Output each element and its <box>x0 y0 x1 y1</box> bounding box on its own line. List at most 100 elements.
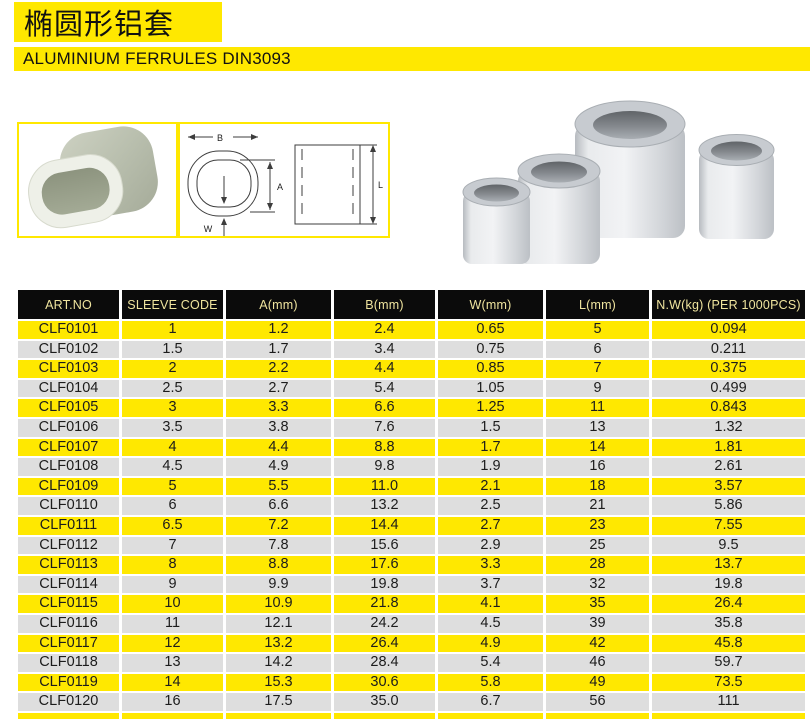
value-cell: 7.2 <box>226 516 331 535</box>
value-cell: 16 <box>122 693 223 711</box>
table-row: CLF0115 10 10.9 21.8 4.1 35 26.4 <box>18 595 805 613</box>
value-cell: 6.6 <box>226 497 331 515</box>
value-cell: 2.2 <box>226 360 331 378</box>
value-cell: 0.85 <box>438 360 543 378</box>
value-cell <box>226 712 331 719</box>
art-no-cell: CLF0107 <box>18 438 119 457</box>
value-cell: 1.7 <box>438 438 543 457</box>
value-cell: 0.75 <box>438 340 543 359</box>
ferrule-photo-illustration <box>28 126 158 229</box>
value-cell: 7 <box>546 360 649 378</box>
value-cell: 30.6 <box>334 673 435 692</box>
value-cell: 28 <box>546 556 649 574</box>
column-header: L(mm) <box>546 290 649 319</box>
value-cell: 7.55 <box>652 516 805 535</box>
ferrule-group-illustration <box>462 100 775 264</box>
dim-label-w: W <box>204 224 213 234</box>
value-cell: 2 <box>122 360 223 378</box>
value-cell: 59.7 <box>652 654 805 672</box>
value-cell: 39 <box>546 614 649 633</box>
art-no-cell: CLF0109 <box>18 477 119 496</box>
table-row: CLF0110 6 6.6 13.2 2.5 21 5.86 <box>18 497 805 515</box>
value-cell: 9 <box>122 575 223 594</box>
value-cell: 1 <box>122 321 223 339</box>
value-cell: 5.8 <box>438 673 543 692</box>
value-cell: 1.32 <box>652 418 805 437</box>
page-subtitle-bar: ALUMINIUM FERRULES DIN3093 <box>14 47 810 71</box>
table-row: CLF0113 8 8.8 17.6 3.3 28 13.7 <box>18 556 805 574</box>
value-cell: 2.5 <box>122 379 223 398</box>
art-no-cell: CLF0116 <box>18 614 119 633</box>
value-cell: 26.4 <box>334 634 435 653</box>
value-cell: 4.9 <box>226 458 331 476</box>
table-row: CLF0101 1 1.2 2.4 0.65 5 0.094 <box>18 321 805 339</box>
art-no-cell: CLF0111 <box>18 516 119 535</box>
value-cell: 11 <box>122 614 223 633</box>
value-cell: 11 <box>546 399 649 417</box>
table-row: CLF0105 3 3.3 6.6 1.25 11 0.843 <box>18 399 805 417</box>
value-cell: 8.8 <box>226 556 331 574</box>
dim-label-l: L <box>378 180 383 190</box>
value-cell: 13.7 <box>652 556 805 574</box>
art-no-cell: CLF0101 <box>18 321 119 339</box>
value-cell: 46 <box>546 654 649 672</box>
column-header: W(mm) <box>438 290 543 319</box>
value-cell: 6.5 <box>122 516 223 535</box>
value-cell: 3.3 <box>226 399 331 417</box>
value-cell: 111 <box>652 693 805 711</box>
value-cell: 3.5 <box>122 418 223 437</box>
value-cell: 13.2 <box>334 497 435 515</box>
value-cell: 12 <box>122 634 223 653</box>
column-header: N.W(kg) (PER 1000PCS) <box>652 290 805 319</box>
value-cell: 1.5 <box>438 418 543 437</box>
art-no-cell: CLF0113 <box>18 556 119 574</box>
value-cell: 5.5 <box>226 477 331 496</box>
value-cell: 2.61 <box>652 458 805 476</box>
value-cell: 35.0 <box>334 693 435 711</box>
value-cell: 73.5 <box>652 673 805 692</box>
value-cell: 15.3 <box>226 673 331 692</box>
value-cell: 6 <box>546 340 649 359</box>
value-cell: 0.211 <box>652 340 805 359</box>
table-row: CLF0111 6.5 7.2 14.4 2.7 23 7.55 <box>18 516 805 535</box>
ferrule-small <box>462 177 531 264</box>
value-cell: 14.4 <box>334 516 435 535</box>
value-cell: 15.6 <box>334 536 435 555</box>
spec-table-wrap: ART.NO SLEEVE CODE A(mm) B(mm) W(mm) L(mm) N.W… <box>15 288 808 719</box>
value-cell: 5.86 <box>652 497 805 515</box>
value-cell: 32 <box>546 575 649 594</box>
dim-label-b: B <box>217 133 223 143</box>
art-no-cell: CLF0102 <box>18 340 119 359</box>
art-no-cell: CLF0105 <box>18 399 119 417</box>
ferrule-right <box>698 134 775 239</box>
value-cell: 5.4 <box>438 654 543 672</box>
art-no-cell: CLF0112 <box>18 536 119 555</box>
value-cell: 56 <box>546 693 649 711</box>
value-cell <box>438 712 543 719</box>
value-cell: 3.4 <box>334 340 435 359</box>
value-cell: 4 <box>122 438 223 457</box>
table-row: CLF0120 16 17.5 35.0 6.7 56 111 <box>18 693 805 711</box>
value-cell: 10.9 <box>226 595 331 613</box>
value-cell: 1.81 <box>652 438 805 457</box>
value-cell: 7 <box>122 536 223 555</box>
single-ferrule-photo <box>17 122 178 238</box>
value-cell: 28.4 <box>334 654 435 672</box>
art-no-cell: CLF0108 <box>18 458 119 476</box>
dimension-drawing: B A W L <box>187 133 383 236</box>
value-cell: 2.9 <box>438 536 543 555</box>
table-row: CLF0116 11 12.1 24.2 4.5 39 35.8 <box>18 614 805 633</box>
value-cell: 13.2 <box>226 634 331 653</box>
value-cell: 0.843 <box>652 399 805 417</box>
column-header: A(mm) <box>226 290 331 319</box>
value-cell: 3.57 <box>652 477 805 496</box>
table-row: CLF0103 2 2.2 4.4 0.85 7 0.375 <box>18 360 805 378</box>
value-cell: 17.5 <box>226 693 331 711</box>
table-row: CLF0119 14 15.3 30.6 5.8 49 73.5 <box>18 673 805 692</box>
page-title: 椭圆形铝套 <box>24 9 175 41</box>
table-row: CLF0117 12 13.2 26.4 4.9 42 45.8 <box>18 634 805 653</box>
value-cell: 2.7 <box>226 379 331 398</box>
value-cell: 4.4 <box>334 360 435 378</box>
value-cell: 16 <box>546 458 649 476</box>
art-no-cell: CLF0110 <box>18 497 119 515</box>
